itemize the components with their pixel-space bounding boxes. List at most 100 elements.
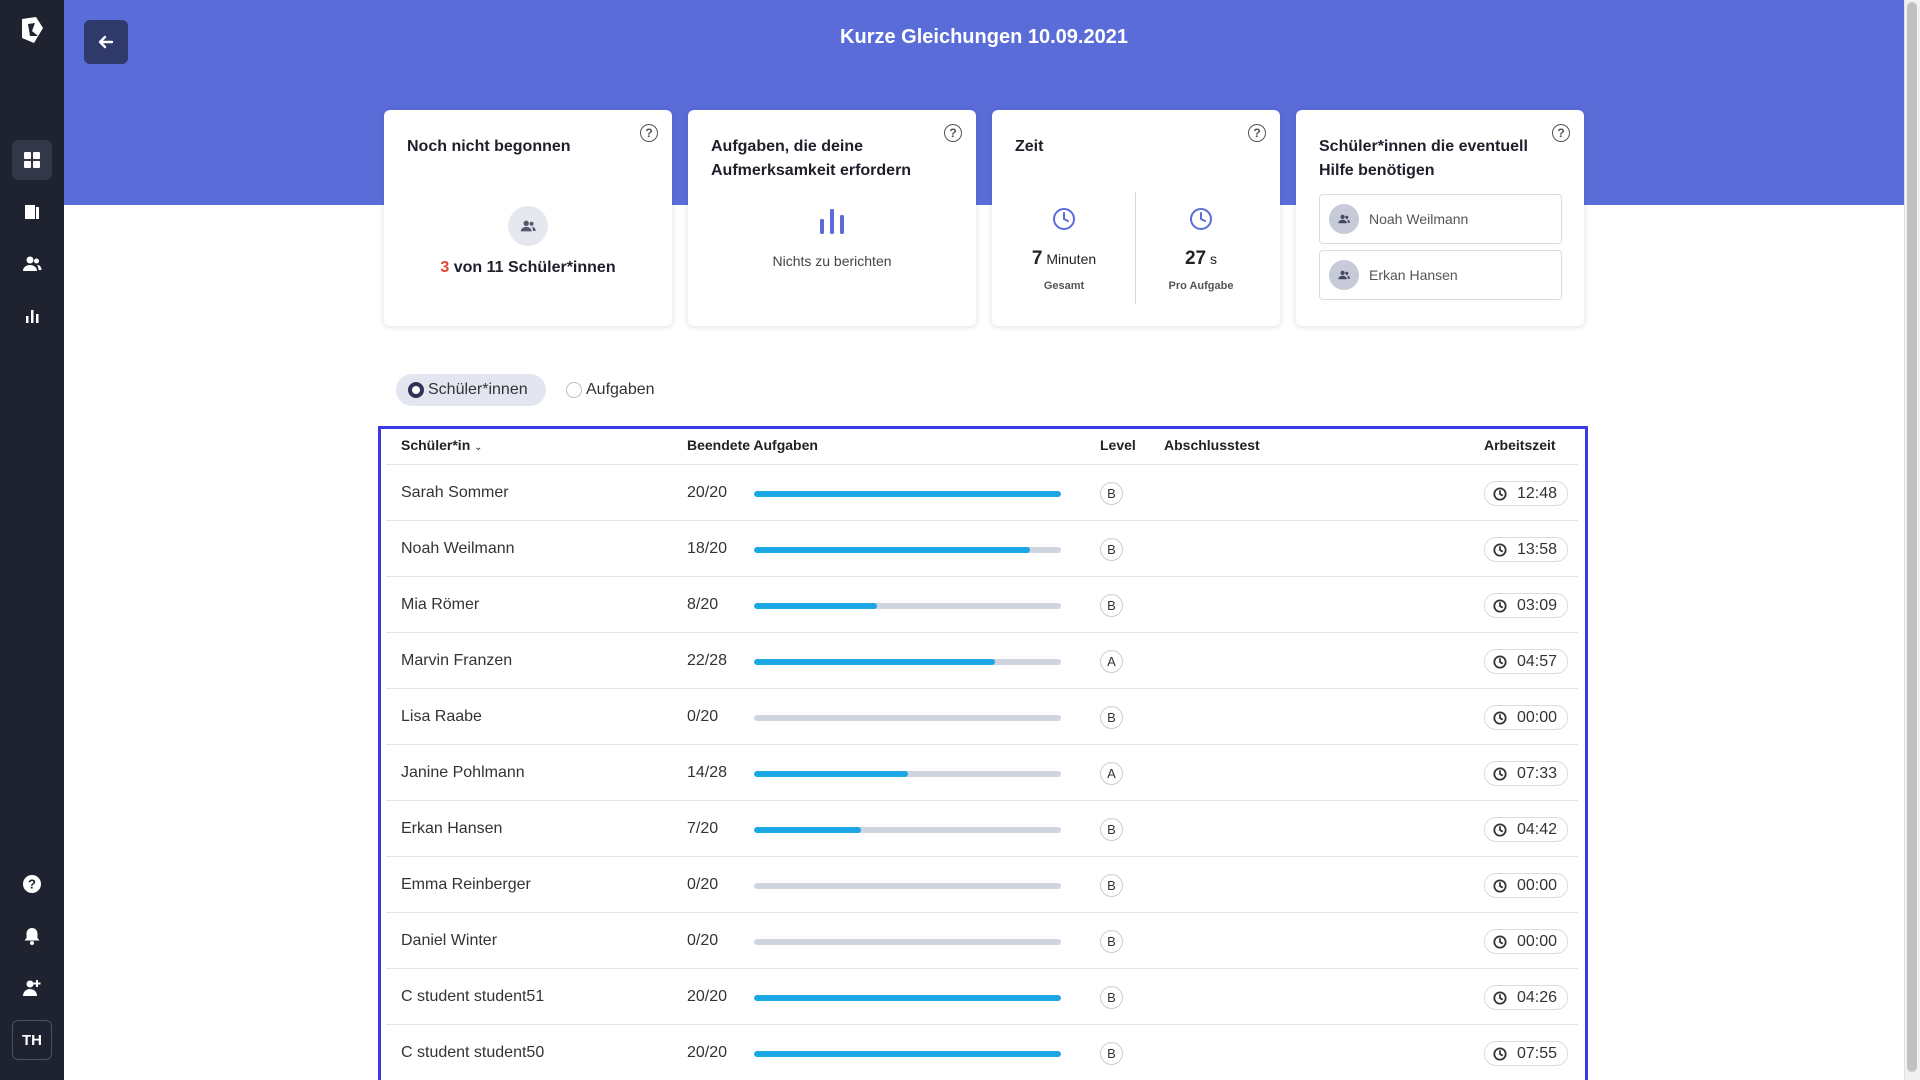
radio-selected-icon	[408, 382, 424, 398]
progress-bar-fill	[754, 547, 1031, 553]
chevron-down-icon: ⌄	[474, 442, 483, 453]
table-row[interactable]: Marvin Franzen 22/28 A 04:57	[386, 633, 1578, 689]
student-name: C student student51	[401, 988, 545, 1005]
user-add-icon[interactable]	[12, 968, 52, 1008]
column-header-level: Level	[1100, 437, 1136, 453]
progress-bar-fill	[754, 827, 862, 833]
question-icon[interactable]: ?	[1248, 124, 1266, 142]
student-name: Mia Römer	[401, 596, 480, 613]
question-icon[interactable]: ?	[640, 124, 658, 142]
tasks-done: 0/20	[687, 876, 719, 893]
users-icon	[1329, 260, 1359, 290]
help-student-item[interactable]: Erkan Hansen	[1319, 250, 1562, 300]
header-band	[64, 0, 1904, 205]
student-name: C student student50	[401, 1044, 545, 1061]
scrollbar-thumb[interactable]	[1907, 2, 1917, 1072]
clock-icon	[1053, 208, 1075, 230]
card-title: Noch nicht begonnen	[407, 138, 571, 155]
work-time-pill: 04:26	[1484, 985, 1568, 1010]
user-avatar[interactable]: TH	[12, 1020, 52, 1060]
progress-bar-fill	[754, 603, 877, 609]
student-name: Marvin Franzen	[401, 652, 513, 669]
column-header-final-test: Abschlusstest	[1164, 437, 1260, 453]
level-badge: B	[1100, 818, 1123, 841]
tasks-done: 7/20	[687, 820, 719, 837]
table-row[interactable]: Janine Pohlmann 14/28 A 07:33	[386, 745, 1578, 801]
card-title: Aufgaben, die deine Aufmerksamkeit erfor…	[711, 138, 912, 179]
work-time: 03:09	[1517, 596, 1558, 614]
tasks-done: 22/28	[687, 652, 728, 669]
table-row[interactable]: C student student51 20/20 B 04:26	[386, 969, 1578, 1025]
progress-bar-fill	[754, 1051, 1061, 1057]
column-header-work-time: Arbeitszeit	[1484, 437, 1556, 453]
progress-bar-fill	[754, 659, 996, 665]
progress-bar	[754, 715, 1061, 721]
card-time: Zeit ? 7 Minuten Gesamt 27 s Pro Aufgabe	[992, 110, 1280, 326]
progress-bar-fill	[754, 995, 1061, 1001]
dashboard-icon[interactable]	[12, 140, 52, 180]
help-student-item[interactable]: Noah Weilmann	[1319, 194, 1562, 244]
per-task-time-label: Pro Aufgabe	[1168, 280, 1234, 292]
progress-bar	[754, 995, 1061, 1001]
level-badge: B	[1100, 706, 1123, 729]
table-row[interactable]: Daniel Winter 0/20 B 00:00	[386, 913, 1578, 969]
clock-icon	[1493, 598, 1507, 613]
sidebar: ? TH	[0, 0, 64, 1080]
level-badge: B	[1100, 1042, 1123, 1065]
column-header-student[interactable]: Schüler*in ⌄	[401, 437, 483, 453]
work-time: 00:00	[1517, 876, 1558, 894]
progress-bar	[754, 603, 1061, 609]
table-row[interactable]: Lisa Raabe 0/20 B 00:00	[386, 689, 1578, 745]
table-row[interactable]: Mia Römer 8/20 B 03:09	[386, 577, 1578, 633]
not-started-count: 3 von 11 Schüler*innen	[440, 259, 616, 276]
tasks-done: 8/20	[687, 596, 719, 613]
work-time-pill: 00:00	[1484, 929, 1568, 954]
book-icon[interactable]	[12, 192, 52, 232]
table-row[interactable]: C student student50 20/20 B 07:55	[386, 1025, 1578, 1080]
clock-icon	[1493, 990, 1507, 1005]
work-time-pill: 12:48	[1484, 481, 1568, 506]
radio-students[interactable]: Schüler*innen	[396, 374, 546, 406]
question-icon[interactable]: ?	[1552, 124, 1570, 142]
bell-icon[interactable]	[12, 916, 52, 956]
table-row[interactable]: Erkan Hansen 7/20 B 04:42	[386, 801, 1578, 857]
tasks-done: 14/28	[687, 764, 728, 781]
table-row[interactable]: Sarah Sommer 20/20 B 12:48	[386, 465, 1578, 521]
page-title: Kurze Gleichungen 10.09.2021	[840, 26, 1128, 48]
work-time: 07:55	[1517, 1044, 1558, 1062]
radio-tasks[interactable]: Aufgaben	[566, 374, 655, 406]
progress-bar	[754, 491, 1061, 497]
help-student-name: Erkan Hansen	[1369, 267, 1458, 283]
work-time: 00:00	[1517, 932, 1558, 950]
svg-text:?: ?	[28, 877, 36, 892]
app-logo-icon[interactable]	[16, 14, 48, 46]
help-icon[interactable]: ?	[12, 864, 52, 904]
per-task-time: 27 s	[1184, 248, 1218, 269]
question-icon[interactable]: ?	[944, 124, 962, 142]
card-title: Zeit	[1015, 138, 1044, 155]
level-badge: B	[1100, 874, 1123, 897]
table-row[interactable]: Noah Weilmann 18/20 B 13:58	[386, 521, 1578, 577]
work-time-pill: 03:09	[1484, 593, 1568, 618]
tasks-done: 0/20	[687, 708, 719, 725]
student-name: Noah Weilmann	[401, 540, 515, 557]
header-divider	[386, 464, 1578, 465]
divider	[1135, 192, 1136, 304]
chart-icon[interactable]	[12, 296, 52, 336]
nothing-to-report: Nichts zu berichten	[772, 253, 892, 269]
student-name: Erkan Hansen	[401, 820, 503, 837]
card-title: Schüler*innen die eventuell Hilfe benöti…	[1319, 138, 1528, 179]
table-row[interactable]: Emma Reinberger 0/20 B 00:00	[386, 857, 1578, 913]
clock-icon	[1493, 710, 1507, 725]
work-time-pill: 00:00	[1484, 873, 1568, 898]
progress-bar	[754, 547, 1061, 553]
clock-icon	[1493, 766, 1507, 781]
level-badge: B	[1100, 594, 1123, 617]
tasks-done: 18/20	[687, 540, 728, 557]
users-icon[interactable]	[12, 244, 52, 284]
back-button[interactable]	[84, 20, 128, 64]
clock-icon	[1493, 542, 1507, 557]
clock-icon	[1493, 822, 1507, 837]
users-icon	[508, 206, 548, 246]
clock-icon	[1493, 654, 1507, 669]
